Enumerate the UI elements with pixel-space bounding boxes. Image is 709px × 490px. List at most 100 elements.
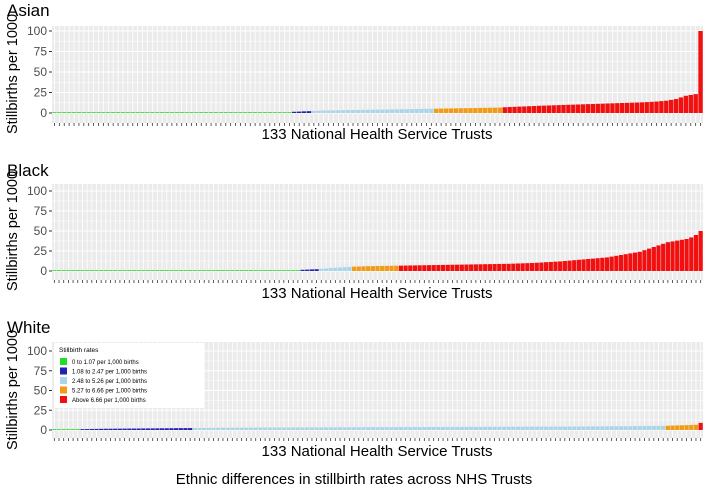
bar	[634, 102, 640, 113]
bar	[398, 265, 404, 271]
bar	[590, 103, 596, 113]
bar	[424, 108, 429, 113]
bar	[609, 426, 614, 430]
bar	[341, 110, 346, 113]
bar	[580, 104, 586, 113]
bar	[202, 427, 207, 430]
bar	[351, 427, 357, 430]
bar	[459, 426, 464, 430]
bar	[684, 239, 689, 271]
bar	[350, 110, 356, 113]
bar	[689, 237, 694, 271]
bar	[604, 426, 610, 430]
bar	[253, 427, 258, 430]
bar	[282, 112, 287, 113]
bar	[272, 112, 277, 113]
bar	[534, 426, 539, 430]
x-axis-label-black: 133 National Health Service Trusts	[262, 285, 493, 302]
bar	[511, 263, 516, 271]
bar	[252, 112, 258, 113]
bar	[155, 112, 160, 113]
bar	[80, 429, 85, 430]
legend-swatch	[60, 358, 67, 365]
bar	[272, 270, 277, 271]
bar	[408, 427, 413, 430]
bar	[548, 426, 553, 430]
bar	[623, 426, 628, 430]
bar	[665, 242, 670, 271]
bar	[281, 427, 286, 430]
bar	[412, 265, 418, 271]
bar	[487, 264, 493, 271]
bar	[375, 266, 380, 271]
bar	[661, 425, 666, 430]
bar	[620, 102, 625, 113]
bar	[127, 428, 132, 430]
bar	[654, 101, 659, 113]
bar	[323, 427, 329, 430]
bar	[203, 112, 209, 113]
bar	[684, 425, 689, 430]
bar	[370, 266, 375, 271]
bar	[458, 108, 463, 113]
bar	[576, 426, 581, 430]
bar	[614, 255, 619, 271]
bar	[257, 112, 263, 113]
bar	[213, 112, 219, 113]
bar	[230, 270, 235, 271]
bar	[492, 107, 498, 113]
bar	[135, 112, 140, 113]
bar	[56, 270, 62, 271]
bar	[220, 427, 226, 430]
bar	[403, 427, 408, 430]
bar	[595, 258, 600, 271]
bar	[512, 106, 517, 113]
bar	[75, 429, 80, 430]
bar	[595, 426, 600, 430]
bar	[106, 112, 111, 113]
bar	[448, 108, 454, 113]
bar	[618, 255, 624, 271]
bar	[605, 103, 610, 113]
bar	[300, 269, 305, 271]
bar	[586, 426, 591, 430]
bar	[670, 425, 675, 430]
bar	[253, 270, 258, 271]
y-tick-label: 75	[34, 364, 48, 378]
bar	[223, 112, 228, 113]
bar	[183, 270, 188, 271]
bar	[206, 270, 212, 271]
bar	[440, 426, 446, 430]
bar	[414, 108, 419, 113]
bar	[431, 265, 436, 271]
bar	[668, 99, 674, 113]
bar	[380, 265, 385, 271]
bar	[384, 427, 389, 430]
bar	[108, 428, 113, 430]
bar	[429, 108, 434, 113]
bar	[296, 111, 302, 113]
bar	[326, 110, 331, 113]
bar	[366, 427, 371, 430]
bar	[169, 112, 175, 113]
bar	[99, 270, 104, 271]
bar	[506, 263, 511, 271]
bar	[534, 262, 539, 271]
bar	[234, 427, 240, 430]
bar	[515, 426, 521, 430]
y-tick-label: 100	[27, 344, 47, 358]
bar	[610, 103, 615, 113]
bar	[675, 240, 680, 271]
bar	[517, 106, 522, 113]
bar	[216, 270, 221, 271]
bar	[101, 112, 106, 113]
bar	[86, 112, 91, 113]
bar	[159, 112, 165, 113]
bar	[455, 426, 460, 430]
bar	[89, 428, 94, 430]
bar	[192, 428, 197, 430]
y-tick-label: 50	[34, 224, 48, 238]
bar	[309, 427, 315, 430]
bar	[286, 427, 291, 430]
bars-black	[52, 231, 703, 271]
